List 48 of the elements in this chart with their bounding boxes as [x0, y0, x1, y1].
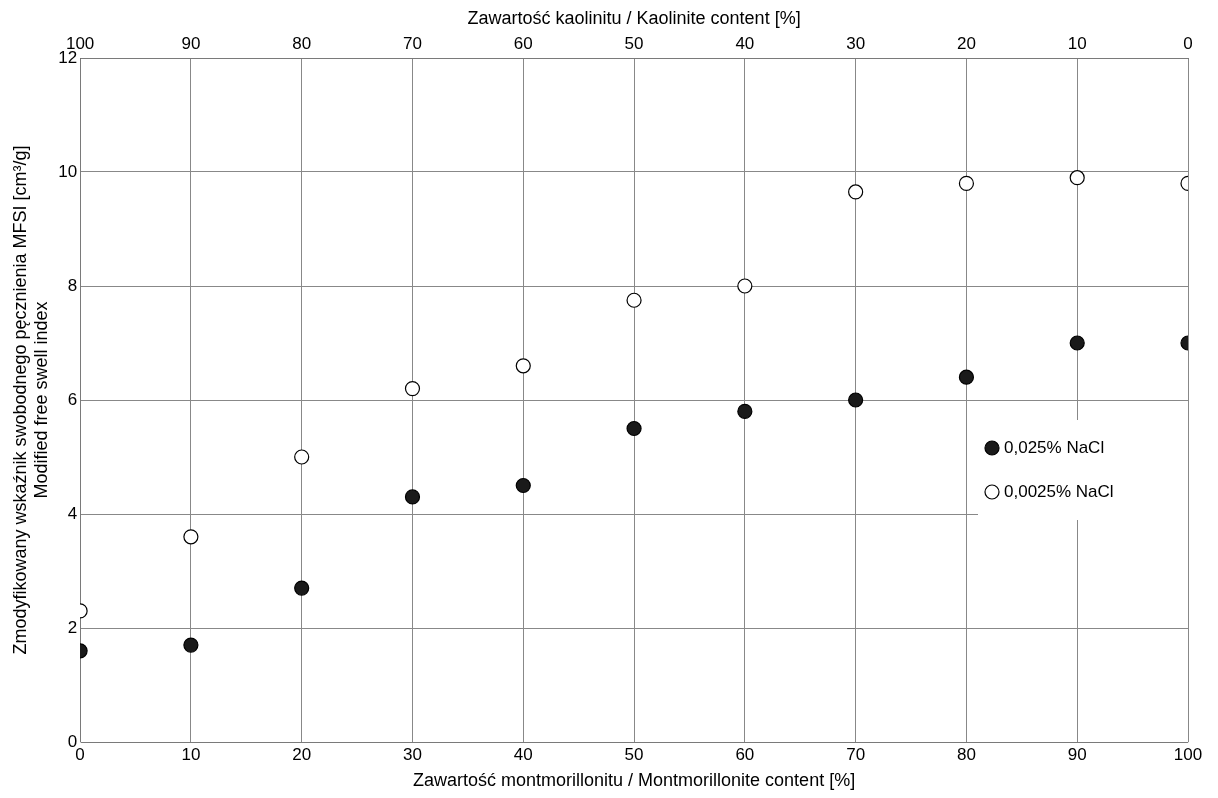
- legend-label: 0,025% NaCl: [1004, 437, 1105, 457]
- point: [515, 477, 531, 494]
- x-tick-label: 50: [624, 744, 644, 764]
- y-tick-label: 10: [58, 161, 78, 181]
- x2-tick-label: 70: [403, 34, 422, 54]
- point: [404, 381, 421, 397]
- x-tick-label: 80: [956, 744, 976, 764]
- y-tick-label: 4: [67, 503, 78, 523]
- point: [183, 637, 199, 653]
- x2-tick-label: 80: [292, 34, 312, 54]
- point: [1069, 170, 1085, 186]
- point: [737, 403, 753, 419]
- point: [294, 580, 310, 596]
- point: [626, 420, 642, 437]
- x2-axis-title: Zawartość kaolinitu / Kaolinite content [%]: [467, 7, 801, 28]
- x-tick-label: 20: [292, 744, 312, 764]
- y-tick-label: 8: [67, 275, 78, 295]
- x-tick-label: 100: [1173, 744, 1203, 764]
- x-tick-label: 30: [403, 744, 422, 764]
- x2-tick-label: 30: [846, 34, 866, 54]
- x2-tick-label: 10: [1067, 34, 1087, 54]
- x-axis-title: Zawartość montmorillonitu / Montmorillonite content [%]: [412, 770, 856, 791]
- x-tick-label: 40: [513, 744, 533, 764]
- point: [515, 358, 531, 374]
- x2-tick-label: 50: [624, 34, 644, 54]
- point: [737, 278, 753, 294]
- point: [1069, 335, 1085, 351]
- point: [958, 369, 975, 385]
- x2-tick-label: 90: [181, 34, 201, 54]
- point: [626, 292, 642, 308]
- legend-label: 0,0025% NaCl: [1004, 481, 1114, 501]
- point: [404, 489, 421, 505]
- x2-tick-label: 60: [513, 34, 533, 54]
- x2-tick-label: 0: [1183, 34, 1193, 54]
- x2-tick-label: 20: [956, 34, 976, 54]
- x-tick-label: 10: [181, 744, 201, 764]
- x-tick-label: 60: [735, 744, 755, 764]
- point: [848, 184, 864, 200]
- point: [183, 529, 199, 545]
- y-axis-title: Zmodyfikowany wskaźnik swobodnego pęcznienia MFSI [cm³/g] Modified free swell index: [9, 145, 52, 655]
- x-tick-label: 70: [846, 744, 866, 764]
- point: [294, 449, 310, 465]
- y-tick-label: 2: [67, 617, 78, 637]
- x2-tick-label: 40: [735, 34, 755, 54]
- point: [958, 175, 975, 191]
- y-tick-label: 6: [67, 389, 78, 409]
- x-tick-label: 90: [1067, 744, 1087, 764]
- point: [848, 392, 864, 408]
